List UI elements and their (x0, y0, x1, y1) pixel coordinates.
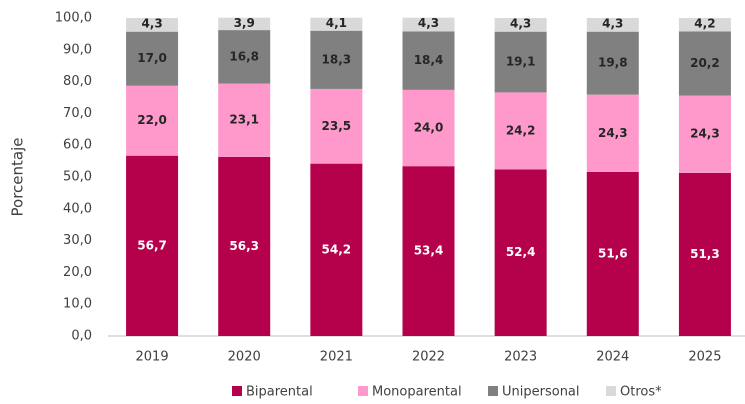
data-label: 22,0 (137, 113, 167, 127)
bar-segment (586, 171, 639, 336)
data-label: 24,3 (690, 127, 720, 141)
x-tick-label: 2022 (412, 350, 445, 365)
bar-segment (310, 17, 363, 31)
bar-segment (218, 156, 271, 336)
bar-segment (678, 95, 731, 173)
bar-segment (678, 31, 731, 96)
data-label: 16,8 (229, 49, 259, 63)
bar-segment (218, 17, 271, 31)
data-label: 52,4 (506, 245, 536, 259)
data-label: 19,8 (598, 56, 628, 70)
bar-segment (310, 163, 363, 336)
bar-segment (310, 30, 363, 89)
bar-segment (494, 92, 547, 170)
bar-segment (586, 18, 639, 32)
legend-label: Unipersonal (502, 385, 580, 400)
bar-segment (402, 17, 455, 32)
data-label: 4,3 (510, 17, 531, 31)
bar-segment (586, 94, 639, 172)
data-label: 56,7 (137, 238, 167, 252)
bar-segment (494, 31, 547, 93)
x-tick-label: 2020 (228, 350, 261, 365)
bar-segment (586, 31, 639, 95)
data-label: 54,2 (322, 242, 352, 256)
y-tick-label: 80,0 (63, 74, 92, 89)
data-label: 18,3 (322, 52, 352, 66)
legend-label: Biparental (246, 385, 313, 400)
legend-swatch (606, 386, 616, 396)
x-tick-label: 2023 (504, 350, 537, 365)
data-label: 51,3 (690, 247, 720, 261)
y-tick-label: 40,0 (63, 201, 92, 216)
data-label: 53,4 (414, 244, 444, 258)
y-tick-label: 90,0 (63, 42, 92, 57)
x-tick-label: 2025 (688, 350, 721, 365)
bar-segment (126, 85, 179, 156)
y-tick-label: 60,0 (63, 138, 92, 153)
y-axis-label: Porcentaje (9, 138, 27, 217)
bar-segment (402, 166, 455, 336)
data-label: 24,2 (506, 123, 536, 137)
x-tick-label: 2019 (136, 350, 169, 365)
bar-segment (218, 83, 271, 157)
bar-segment (678, 172, 731, 336)
data-label: 3,9 (234, 16, 255, 30)
data-label: 4,3 (602, 17, 623, 31)
data-label: 56,3 (229, 239, 259, 253)
data-label: 18,4 (414, 53, 444, 67)
data-label: 24,0 (414, 121, 444, 135)
bar-segment (678, 18, 731, 32)
bar-segment (126, 155, 179, 336)
bar-segment (126, 18, 179, 32)
y-tick-label: 70,0 (63, 106, 92, 121)
data-label: 17,0 (137, 51, 167, 65)
x-tick-label: 2021 (320, 350, 353, 365)
data-label: 24,3 (598, 126, 628, 140)
legend-swatch (232, 386, 242, 396)
y-tick-label: 20,0 (63, 265, 92, 280)
y-tick-label: 100,0 (55, 11, 92, 26)
legend-label: Monoparental (372, 385, 462, 400)
x-tick-label: 2024 (596, 350, 629, 365)
bar-segment (494, 169, 547, 336)
bar-segment (402, 89, 455, 167)
data-label: 4,3 (141, 17, 162, 31)
legend-swatch (358, 386, 368, 396)
y-tick-label: 50,0 (63, 170, 92, 185)
bar-segment (402, 31, 455, 90)
data-label: 4,3 (418, 16, 439, 30)
data-label: 4,1 (326, 16, 347, 30)
y-tick-label: 0,0 (71, 329, 92, 344)
bar-segment (494, 18, 547, 32)
bar-segment (218, 30, 271, 84)
data-label: 4,2 (694, 17, 715, 31)
y-tick-label: 10,0 (63, 297, 92, 312)
data-label: 51,6 (598, 246, 628, 260)
data-label: 19,1 (506, 55, 536, 69)
bar-segment (126, 31, 179, 86)
data-label: 20,2 (690, 56, 720, 70)
legend-label: Otros* (620, 385, 662, 400)
data-label: 23,1 (229, 113, 259, 127)
bar-segment (310, 88, 363, 164)
legend-swatch (488, 386, 498, 396)
data-label: 23,5 (322, 119, 352, 133)
y-tick-label: 30,0 (63, 233, 92, 248)
